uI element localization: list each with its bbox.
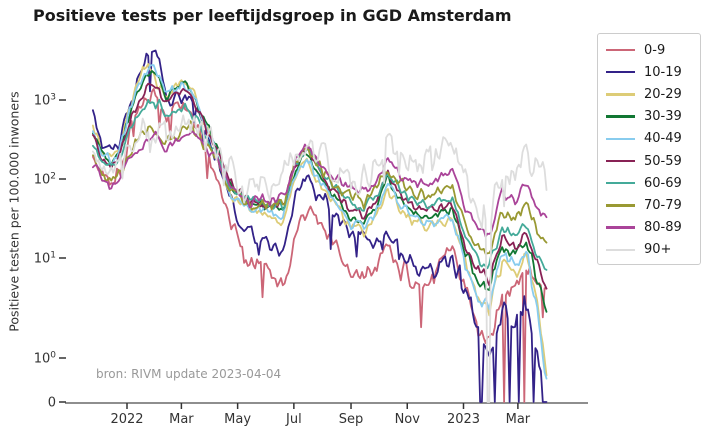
legend-item-label: 80-89 bbox=[644, 220, 682, 236]
y-tick-label: 100 bbox=[34, 351, 57, 367]
y-tick-label: 0 bbox=[48, 396, 56, 411]
x-tick-label: Mar bbox=[506, 412, 531, 427]
legend-item-label: 90+ bbox=[644, 242, 672, 258]
legend-item-label: 30-39 bbox=[644, 109, 682, 125]
y-tick-label: 103 bbox=[34, 93, 56, 109]
series-line-90+ bbox=[92, 114, 548, 403]
x-tick-label: May bbox=[224, 412, 251, 427]
y-tick-label: 102 bbox=[34, 172, 56, 188]
x-tick-label: Mar bbox=[169, 412, 194, 427]
legend-swatch-line bbox=[606, 71, 635, 74]
legend-item-30-39: 30-39 bbox=[606, 106, 700, 128]
x-tick-label: Nov bbox=[395, 412, 421, 427]
y-axis-label: Positieve testen per 100.000 inwoners bbox=[6, 91, 22, 332]
series-line-80-89 bbox=[92, 130, 548, 238]
legend-item-label: 40-49 bbox=[644, 131, 682, 147]
legend-item-40-49: 40-49 bbox=[606, 128, 700, 150]
series-lines-group bbox=[92, 49, 548, 403]
legend-swatch-line bbox=[606, 48, 635, 52]
legend-item-label: 20-29 bbox=[644, 86, 682, 102]
legend-item-60-69: 60-69 bbox=[606, 172, 700, 194]
series-line-30-39 bbox=[92, 70, 548, 313]
x-tick-label: 2022 bbox=[110, 412, 143, 427]
legend-swatch-line bbox=[606, 248, 635, 251]
series-line-40-49 bbox=[92, 64, 548, 380]
source-caption: bron: RIVM update 2023-04-04 bbox=[96, 367, 282, 381]
legend-swatch-line bbox=[606, 159, 635, 163]
legend-swatch-line bbox=[606, 115, 635, 118]
legend-item-label: 60-69 bbox=[644, 175, 682, 191]
legend-swatch-line bbox=[606, 182, 635, 185]
y-tick-label: 101 bbox=[34, 251, 56, 267]
legend-item-50-59: 50-59 bbox=[606, 150, 700, 172]
x-tick-label: Jul bbox=[285, 412, 302, 427]
legend-swatch-line bbox=[606, 93, 635, 96]
legend-item-20-29: 20-29 bbox=[606, 83, 700, 105]
legend-box: 0-9 10-19 20-29 30-39 40-49 50-59 60-69 70-79 80… bbox=[597, 33, 701, 265]
legend-swatch-line bbox=[606, 204, 635, 207]
chart-title: Positieve tests per leeftijdsgroep in GG… bbox=[33, 6, 512, 25]
legend-swatch-line bbox=[606, 226, 635, 229]
series-line-60-69 bbox=[92, 98, 548, 271]
legend-item-label: 10-19 bbox=[644, 64, 682, 80]
legend-item-label: 50-59 bbox=[644, 153, 682, 169]
legend-item-70-79: 70-79 bbox=[606, 194, 700, 216]
legend-item-label: 0-9 bbox=[644, 42, 666, 58]
legend-item-0-9: 0-9 bbox=[606, 39, 700, 61]
legend-item-80-89: 80-89 bbox=[606, 217, 700, 239]
x-tick-label: 2023 bbox=[447, 412, 480, 427]
x-tick-label: Sep bbox=[339, 412, 364, 427]
legend-item-label: 70-79 bbox=[644, 197, 682, 213]
legend-swatch-line bbox=[606, 137, 635, 141]
legend-item-10-19: 10-19 bbox=[606, 61, 700, 83]
legend-item-90+: 90+ bbox=[606, 239, 700, 261]
